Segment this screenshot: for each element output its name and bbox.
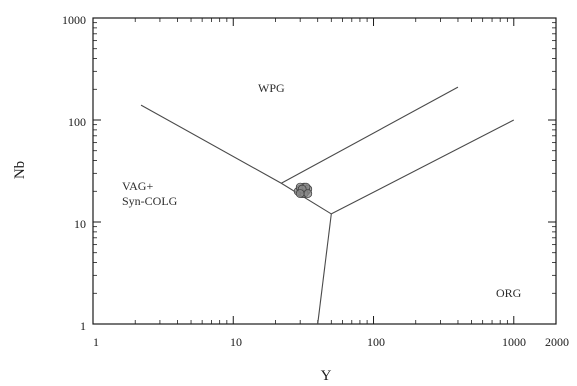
sample-point: [303, 189, 313, 198]
x-axis-title: Y: [321, 368, 332, 384]
y-tick-label-1000: 1000: [62, 13, 86, 27]
y-tick-label-1: 1: [80, 319, 86, 333]
boundary-line-3: [317, 213, 332, 325]
major-ticks: [92, 17, 557, 325]
field-label-syn-colg: Syn-COLG: [122, 194, 178, 208]
boundary-line-1: [140, 104, 515, 215]
sample-point: [295, 189, 305, 198]
y-tick-labels: 1000 100 10 1: [62, 13, 86, 333]
x-tick-label-10: 10: [230, 335, 242, 349]
x-tick-label-100: 100: [367, 335, 385, 349]
x-tick-labels: 1 10 100 1000 2000: [93, 335, 569, 349]
field-label-wpg: WPG: [258, 81, 285, 95]
field-label-vag: VAG+: [122, 179, 153, 193]
y-axis-title: Nb: [12, 161, 28, 179]
x-tick-label-2000: 2000: [545, 335, 569, 349]
data-points: [293, 182, 313, 198]
x-tick-label-1: 1: [93, 335, 99, 349]
minor-ticks: [93, 18, 557, 324]
y-tick-label-100: 100: [68, 115, 86, 129]
field-label-org: ORG: [496, 286, 522, 300]
plot-frame: [92, 17, 557, 325]
boundary-line-2: [281, 86, 459, 184]
y-tick-label-10: 10: [74, 217, 86, 231]
field-boundaries: [140, 86, 515, 325]
x-tick-label-1000: 1000: [502, 335, 526, 349]
